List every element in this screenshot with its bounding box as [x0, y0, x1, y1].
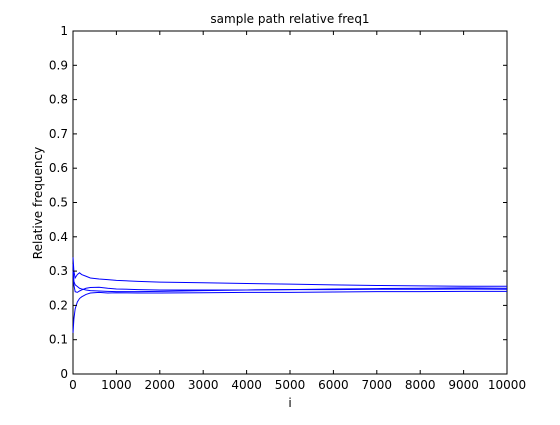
- y-tick-label: 0.4: [49, 230, 68, 244]
- y-tick-label: 0: [60, 367, 68, 381]
- x-tick-label: 7000: [362, 378, 393, 392]
- plot-area: [72, 30, 508, 375]
- y-tick-label: 0.2: [49, 298, 68, 312]
- x-axis-label: i: [288, 396, 291, 410]
- x-tick-label: 5000: [275, 378, 306, 392]
- x-tick-label: 3000: [188, 378, 219, 392]
- series-line-1: [72, 257, 507, 287]
- x-tick-label: 10000: [488, 378, 526, 392]
- series-line-4: [72, 271, 508, 293]
- y-tick-label: 0.1: [49, 333, 68, 347]
- series-layer: [72, 257, 508, 333]
- y-axis-label: Relative frequency: [31, 147, 45, 259]
- series-line-2: [72, 264, 508, 293]
- y-tick-label: 0.6: [49, 161, 68, 175]
- y-tick-label: 1: [60, 24, 68, 38]
- x-tick-label: 9000: [448, 378, 479, 392]
- y-tick-label: 0.3: [49, 264, 68, 278]
- x-axis: 0 1000 2000 3000 4000 5000 6000 7000 8000 9000 100…: [69, 31, 526, 392]
- chart-title: sample path relative freq1: [210, 12, 369, 26]
- x-tick-label: 6000: [318, 378, 349, 392]
- y-tick-label: 0.7: [49, 127, 68, 141]
- y-tick-label: 0.8: [49, 93, 68, 107]
- x-tick-label: 8000: [405, 378, 436, 392]
- x-tick-label: 0: [69, 378, 77, 392]
- x-tick-label: 1000: [101, 378, 132, 392]
- y-tick-label: 0.9: [49, 58, 68, 72]
- y-axis: 0 0.1 0.2 0.3 0.4 0.5 0.6 0.7 0.8 0.9 1: [49, 24, 507, 381]
- series-line-3: [72, 290, 507, 333]
- x-tick-label: 2000: [145, 378, 176, 392]
- x-tick-label: 4000: [231, 378, 262, 392]
- y-tick-label: 0.5: [49, 196, 68, 210]
